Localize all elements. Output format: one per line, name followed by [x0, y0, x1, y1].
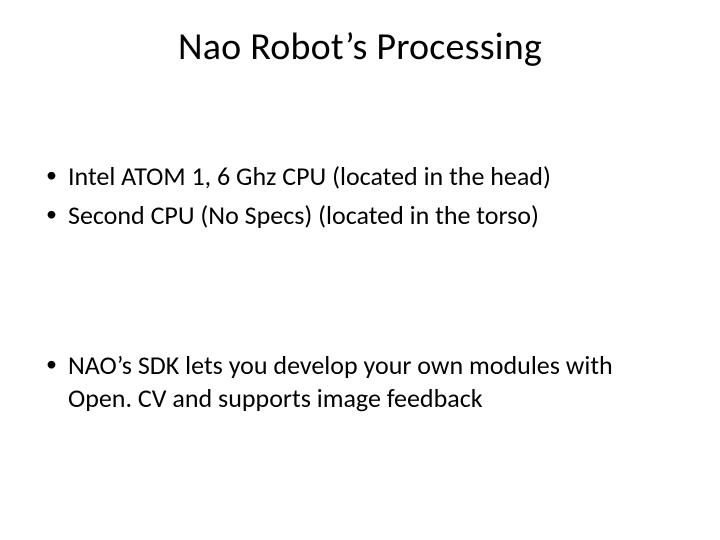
bullet-text: Second CPU (No Specs) (located in the to…	[68, 199, 539, 231]
bullet-group-2: NAO’s SDK lets you develop your own modu…	[40, 349, 680, 416]
bullet-group-1: Intel ATOM 1, 6 Ghz CPU (located in the …	[40, 160, 680, 233]
bullet-text: Intel ATOM 1, 6 Ghz CPU (located in the …	[68, 160, 551, 192]
slide: Nao Robot’s Processing Intel ATOM 1, 6 G…	[0, 0, 720, 540]
list-item: NAO’s SDK lets you develop your own modu…	[40, 349, 680, 416]
slide-title: Nao Robot’s Processing	[40, 24, 680, 70]
spacer	[40, 239, 680, 349]
list-item: Second CPU (No Specs) (located in the to…	[40, 199, 680, 232]
list-item: Intel ATOM 1, 6 Ghz CPU (located in the …	[40, 160, 680, 193]
slide-body: Intel ATOM 1, 6 Ghz CPU (located in the …	[40, 160, 680, 415]
bullet-text: NAO’s SDK lets you develop your own modu…	[68, 349, 613, 414]
